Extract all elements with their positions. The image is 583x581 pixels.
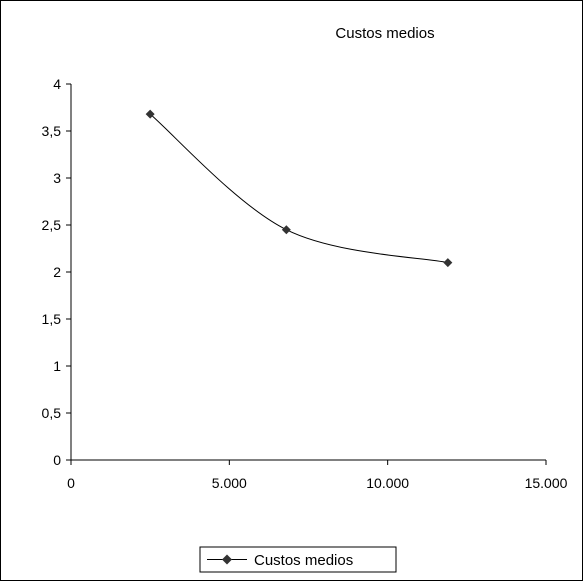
legend-label: Custos medios — [254, 552, 353, 569]
y-tick-label: 0,5 — [42, 405, 62, 421]
data-point-marker — [145, 109, 155, 119]
data-point-marker — [281, 225, 291, 235]
y-tick-label: 2 — [53, 264, 61, 280]
y-axis: 0 0,5 1 1,5 2 2,5 3 3,5 4 — [42, 76, 72, 468]
x-tick-label: 5.000 — [212, 475, 247, 491]
data-point-marker — [443, 258, 453, 268]
y-tick-label: 3 — [53, 170, 61, 186]
y-tick-label: 0 — [53, 452, 61, 468]
chart-title: Custos medios — [335, 25, 434, 42]
x-tick-label: 10.000 — [366, 475, 409, 491]
legend-marker-icon — [222, 554, 232, 565]
y-tick-label: 1 — [53, 358, 61, 374]
x-tick-label: 0 — [67, 475, 75, 491]
y-tick-label: 3,5 — [42, 123, 62, 139]
y-tick-label: 2,5 — [42, 217, 62, 233]
plot-area — [145, 109, 453, 268]
series-line — [149, 113, 448, 264]
y-tick-label: 1,5 — [42, 311, 62, 327]
x-axis: 0 5.000 10.000 15.000 — [67, 459, 568, 491]
y-tick-label: 4 — [53, 76, 61, 92]
legend: Custos medios — [199, 546, 397, 573]
x-tick-label: 15.000 — [525, 475, 568, 491]
legend-box — [199, 546, 397, 573]
